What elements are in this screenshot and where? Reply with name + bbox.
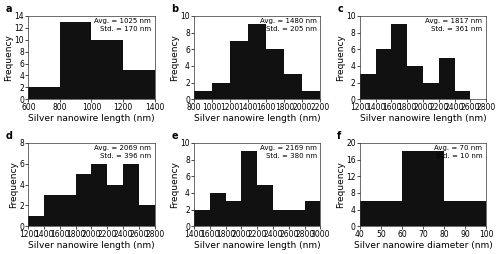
Bar [360,74,376,99]
Bar [92,164,108,226]
Bar [123,70,154,99]
Bar [60,22,92,99]
Bar [439,58,454,99]
Text: Avg. = 2069 nm
Std. = 396 nm: Avg. = 2069 nm Std. = 396 nm [94,146,151,159]
Bar [408,66,423,99]
Bar [302,91,320,99]
Y-axis label: Frequency: Frequency [170,161,179,208]
Bar [108,185,123,226]
X-axis label: Silver nanowire length (nm): Silver nanowire length (nm) [28,241,155,250]
Bar [194,210,210,226]
Text: Avg. = 70 nm
Std. = 10 nm: Avg. = 70 nm Std. = 10 nm [434,146,482,159]
Bar [44,195,60,226]
Text: a: a [6,4,12,14]
X-axis label: Silver nanowire length (nm): Silver nanowire length (nm) [28,114,155,123]
Bar [76,174,92,226]
Bar [360,201,402,226]
Bar [230,41,248,99]
Bar [60,195,76,226]
Text: e: e [172,131,178,141]
Y-axis label: Frequency: Frequency [4,34,13,81]
Text: c: c [337,4,343,14]
Bar [248,24,266,99]
Bar [392,24,407,99]
X-axis label: Silver nanowire length (nm): Silver nanowire length (nm) [194,114,320,123]
Bar [444,201,486,226]
Bar [454,91,470,99]
Y-axis label: Frequency: Frequency [336,34,344,81]
Bar [376,49,392,99]
Text: d: d [6,131,12,141]
Bar [273,210,289,226]
Y-axis label: Frequency: Frequency [336,161,344,208]
Bar [194,91,212,99]
Bar [258,185,273,226]
Bar [123,164,139,226]
Bar [242,151,258,226]
Text: b: b [172,4,178,14]
Text: Avg. = 1817 nm
Std. = 361 nm: Avg. = 1817 nm Std. = 361 nm [426,19,482,32]
Bar [92,40,123,99]
Bar [402,151,444,226]
Bar [266,49,284,99]
Text: Avg. = 2169 nm
Std. = 380 nm: Avg. = 2169 nm Std. = 380 nm [260,146,316,159]
Bar [226,201,242,226]
Bar [28,87,60,99]
X-axis label: Silver nanowire diameter (nm): Silver nanowire diameter (nm) [354,241,492,250]
Y-axis label: Frequency: Frequency [9,161,18,208]
Bar [212,83,230,99]
Bar [28,216,44,226]
Bar [289,210,304,226]
Bar [304,201,320,226]
Bar [284,74,302,99]
X-axis label: Silver nanowire length (nm): Silver nanowire length (nm) [360,114,486,123]
Y-axis label: Frequency: Frequency [170,34,179,81]
Bar [139,205,154,226]
Bar [210,193,226,226]
Text: Avg. = 1480 nm
Std. = 205 nm: Avg. = 1480 nm Std. = 205 nm [260,19,316,32]
X-axis label: Silver nanowire length (nm): Silver nanowire length (nm) [194,241,320,250]
Text: f: f [337,131,342,141]
Text: Avg. = 1025 nm
Std. = 170 nm: Avg. = 1025 nm Std. = 170 nm [94,19,151,32]
Bar [423,83,439,99]
